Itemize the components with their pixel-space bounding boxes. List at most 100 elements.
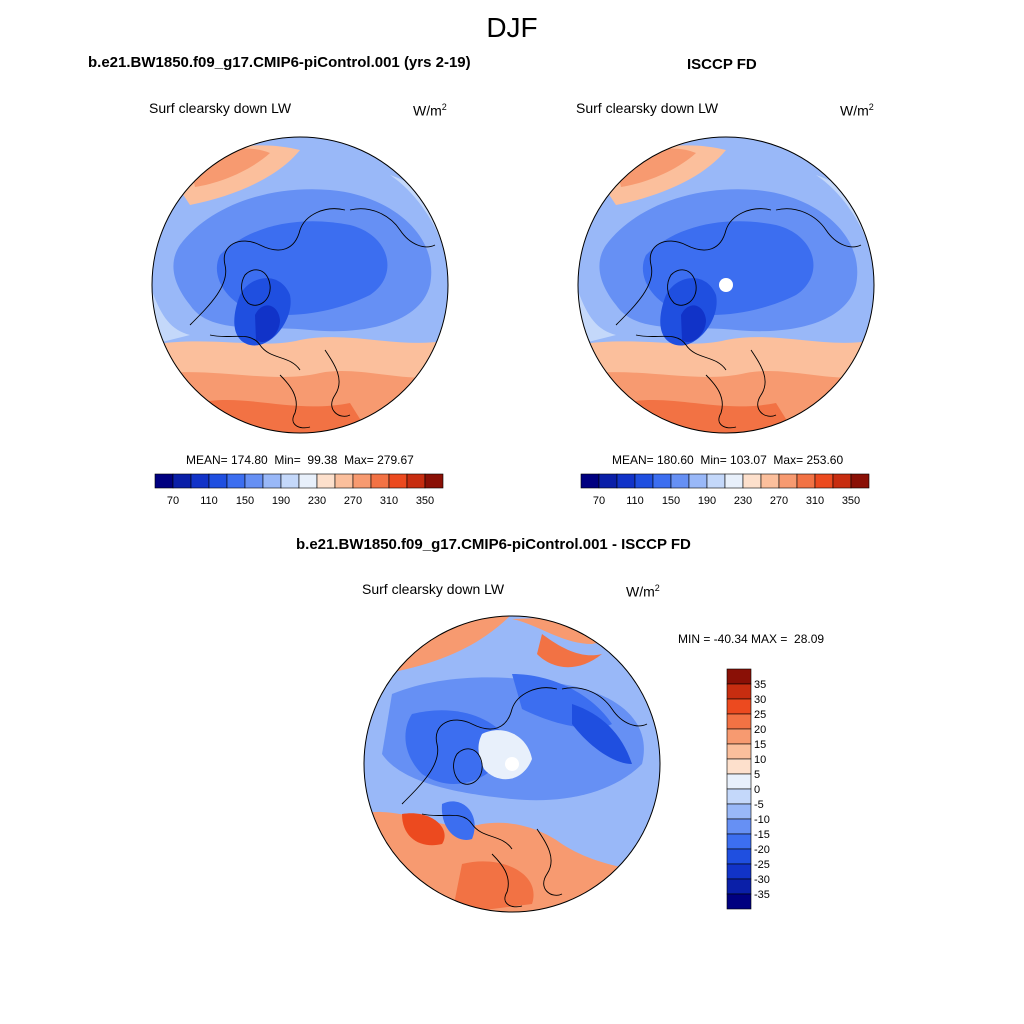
coastline: [561, 687, 648, 727]
colorbar-swatch: [190, 473, 210, 489]
colorbar-swatch: [388, 473, 408, 489]
coastline: [705, 374, 737, 429]
coastline: [635, 334, 727, 371]
colorbar-tick-label: 0: [754, 784, 760, 796]
colorbar-swatch: [598, 473, 618, 489]
colorbar-swatch: [208, 473, 228, 489]
panel3-map: [363, 615, 661, 913]
colorbar-swatch: [688, 473, 708, 489]
colorbar-swatch: [670, 473, 690, 489]
colorbar-swatch: [726, 683, 752, 700]
coastline: [491, 853, 523, 908]
colorbar-swatch: [316, 473, 336, 489]
colorbar-swatch: [406, 473, 426, 489]
colorbar-tick-label: -25: [754, 859, 770, 871]
coastline: [667, 269, 697, 306]
panel3-title: b.e21.BW1850.f09_g17.CMIP6-piControl.001…: [296, 536, 691, 553]
colorbar-tick-label: 190: [272, 495, 290, 507]
colorbar-swatch: [334, 473, 354, 489]
panel1-variable: Surf clearsky down LW: [149, 100, 292, 116]
contour-fill: [606, 400, 796, 433]
contour-fill: [452, 861, 534, 912]
colorbar-tick-label: 70: [593, 495, 605, 507]
colorbar-swatch: [726, 863, 752, 880]
colorbar-swatch: [742, 473, 762, 489]
colorbar-swatch: [726, 803, 752, 820]
contour-fill: [152, 285, 190, 345]
colorbar-tick-label: -15: [754, 829, 770, 841]
colorbar-swatch: [814, 473, 834, 489]
colorbar-swatch: [760, 473, 780, 489]
colorbar-tick-label: 15: [754, 739, 766, 751]
coastline: [421, 813, 513, 850]
colorbar-swatch: [726, 818, 752, 835]
panel3-stats: MIN = -40.34 MAX = 28.09: [678, 632, 825, 646]
colorbar-tick-label: 110: [626, 495, 644, 507]
coastline: [189, 208, 346, 326]
panel2-map: [577, 136, 875, 434]
coastline: [536, 828, 563, 896]
colorbar-tick-label: 10: [754, 754, 766, 766]
map-border: [577, 136, 875, 434]
panel2-stats: MEAN= 180.60 Min= 103.07 Max= 253.60: [612, 453, 844, 467]
panel1-units: W/m2: [413, 102, 447, 119]
contour-fill: [478, 730, 532, 780]
colorbar-swatch: [726, 728, 752, 745]
coastline: [775, 208, 862, 248]
panel1-stats: MEAN= 174.80 Min= 99.38 Max= 279.67: [186, 453, 414, 467]
contour-fill: [255, 305, 280, 343]
colorbar-tick-label: -10: [754, 814, 770, 826]
colorbar-tick-label: 150: [236, 495, 254, 507]
colorbar-tick-label: 310: [806, 495, 824, 507]
colorbar-swatch: [726, 878, 752, 895]
colorbar-swatch: [726, 893, 752, 910]
colorbar-tick-label: -5: [754, 799, 764, 811]
panel3-variable: Surf clearsky down LW: [362, 581, 505, 597]
colorbar-tick-label: 230: [734, 495, 752, 507]
coastline: [241, 269, 271, 306]
contour-fill: [441, 801, 475, 840]
colorbar-tick-label: 5: [754, 769, 760, 781]
colorbar-swatch: [726, 848, 752, 865]
panel3-units: W/m2: [626, 583, 660, 600]
coastline: [279, 374, 311, 429]
coastline: [453, 748, 483, 785]
colorbar-swatch: [652, 473, 672, 489]
colorbar-tick-label: 350: [416, 495, 434, 507]
colorbar-swatch: [424, 473, 444, 489]
season-title: DJF: [486, 12, 538, 43]
colorbar-swatch: [280, 473, 300, 489]
colorbar-tick-label: 35: [754, 679, 766, 691]
colorbar-swatch: [726, 743, 752, 760]
colorbar-swatch: [726, 713, 752, 730]
coastline: [324, 349, 351, 417]
colorbar-swatch: [616, 473, 636, 489]
coastline: [401, 687, 558, 805]
colorbar-tick-label: 30: [754, 694, 766, 706]
colorbar-tick-label: 230: [308, 495, 326, 507]
panel2-colorbar: 70 110 150 190 230 270 310 350: [580, 473, 870, 507]
coastline: [750, 349, 777, 417]
colorbar-swatch: [832, 473, 852, 489]
colorbar-swatch: [778, 473, 798, 489]
colorbar-swatch: [298, 473, 318, 489]
coastline: [615, 208, 772, 326]
colorbar-tick-label: 310: [380, 495, 398, 507]
pole-missing-data: [719, 278, 733, 292]
panel2-title: ISCCP FD: [687, 56, 757, 73]
colorbar-swatch: [352, 473, 372, 489]
colorbar-swatch: [796, 473, 816, 489]
contour-fill: [681, 305, 706, 343]
coastline: [349, 208, 436, 248]
colorbar-swatch: [154, 473, 174, 489]
contour-fill: [402, 813, 445, 846]
colorbar-swatch: [262, 473, 282, 489]
colorbar-tick-label: 350: [842, 495, 860, 507]
contour-fill: [180, 400, 370, 433]
colorbar-tick-label: 20: [754, 724, 766, 736]
colorbar-swatch: [706, 473, 726, 489]
contour-fill: [572, 704, 632, 764]
coastline: [209, 334, 301, 371]
colorbar-swatch: [726, 668, 752, 685]
colorbar-swatch: [726, 833, 752, 850]
